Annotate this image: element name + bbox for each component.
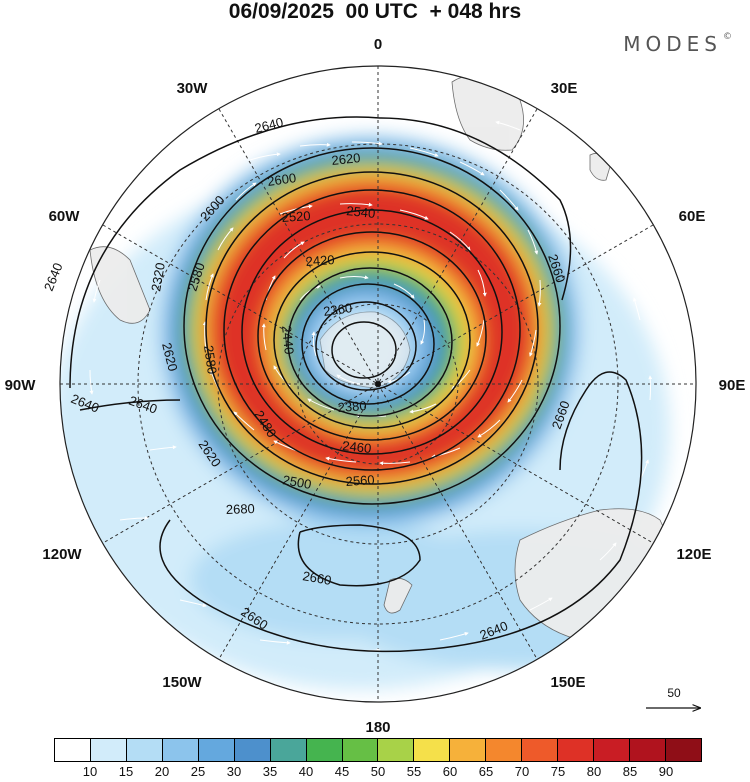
lon-label-120w: 120W	[42, 546, 82, 563]
contour-label: 2520	[281, 208, 311, 225]
colorbar-tick-label: 25	[190, 764, 206, 779]
south-pole-marker	[375, 381, 381, 387]
contour-label: 2600	[266, 170, 297, 189]
colorbar-swatch	[486, 739, 523, 761]
colorbar-tick-label: 70	[514, 764, 530, 779]
colorbar-swatch	[558, 739, 595, 761]
colorbar-tick-label: 55	[406, 764, 422, 779]
contour-label: 2640	[41, 261, 66, 293]
colorbar	[54, 738, 702, 762]
contour-label: 2620	[331, 150, 361, 168]
contour-label: 2680	[226, 501, 255, 517]
lon-label-90w: 90W	[5, 377, 37, 394]
lon-label-60e: 60E	[679, 208, 706, 225]
contour-label: 2640	[253, 114, 285, 136]
colorbar-swatch	[522, 739, 559, 761]
colorbar-swatch	[90, 739, 127, 761]
colorbar-tick-label: 45	[334, 764, 350, 779]
colorbar-tick-label: 65	[478, 764, 494, 779]
colorbar-swatch	[450, 739, 487, 761]
reference-vector: 50	[644, 686, 704, 721]
contour-label: 2540	[346, 203, 376, 221]
colorbar-tick-label: 35	[262, 764, 278, 779]
colorbar-swatch	[198, 739, 235, 761]
lon-label-120e: 120E	[676, 546, 711, 563]
lon-label-150w: 150W	[162, 674, 202, 691]
contour-label: 2420	[305, 252, 335, 269]
lon-label-90e: 90E	[719, 377, 746, 394]
colorbar-tick-label: 50	[370, 764, 386, 779]
colorbar-swatch	[162, 739, 199, 761]
colorbar-tick-label: 85	[622, 764, 638, 779]
longitude-labels: 0 30E 60E 90E 120E 150E 180 150W 120W 90…	[5, 36, 746, 736]
colorbar-tick-label: 75	[550, 764, 566, 779]
contour-label: 2620	[159, 341, 181, 373]
colorbar-tick-label: 40	[298, 764, 314, 779]
map-disc	[60, 66, 696, 702]
contour-label: 2380	[337, 398, 367, 415]
lon-label-30w: 30W	[177, 80, 209, 97]
contour-label: 2460	[342, 438, 372, 456]
colorbar-tick-label: 60	[442, 764, 458, 779]
reference-arrow-icon	[646, 700, 704, 716]
contour-label: 2500	[281, 472, 312, 492]
colorbar-swatch	[306, 739, 343, 761]
colorbar-ticks: 10 15 20 25 30 35 40 45 50 55 60 65 70 75 80 85 90	[54, 764, 702, 780]
lon-label-30e: 30E	[551, 80, 578, 97]
lon-label-150e: 150E	[550, 674, 585, 691]
colorbar-swatch	[342, 739, 379, 761]
colorbar-swatch	[55, 739, 91, 761]
contour-label: 2660	[301, 568, 332, 588]
colorbar-tick-label: 30	[226, 764, 242, 779]
reference-vector-label: 50	[667, 686, 681, 700]
brand-name: MODES	[623, 32, 722, 56]
height-contours	[69, 116, 643, 653]
map-boundary	[59, 65, 697, 703]
map-title: 06/09/2025 00 UTC + 048 hrs	[228, 0, 522, 23]
colorbar-tick-label: 20	[154, 764, 170, 779]
colorbar-swatch	[594, 739, 630, 761]
contour-label: 2560	[345, 472, 375, 489]
colorbar-swatch	[270, 739, 307, 761]
copyright-mark: ©	[723, 32, 732, 42]
colorbar-swatch	[378, 739, 415, 761]
colorbar-tick-label: 90	[658, 764, 674, 779]
colorbar-swatch	[630, 739, 666, 761]
colorbar-tick-label: 80	[586, 764, 602, 779]
colorbar-swatch	[126, 739, 163, 761]
lon-label-0: 0	[374, 36, 382, 53]
contour-label: 2320	[148, 261, 168, 292]
colorbar-tick-label: 10	[82, 764, 98, 779]
colorbar-tick-label: 15	[118, 764, 134, 779]
south-america-land	[89, 246, 151, 324]
colorbar-swatch	[414, 739, 451, 761]
contour-label: 2360	[322, 300, 353, 319]
brand-logo: MODES©	[623, 32, 732, 56]
colorbar-swatch	[665, 739, 701, 761]
colorbar-swatch	[234, 739, 271, 761]
contour-label: 2580	[201, 344, 220, 375]
lon-label-180: 180	[365, 719, 390, 736]
lon-label-60w: 60W	[49, 208, 81, 225]
contour-label: 2440	[279, 325, 297, 355]
